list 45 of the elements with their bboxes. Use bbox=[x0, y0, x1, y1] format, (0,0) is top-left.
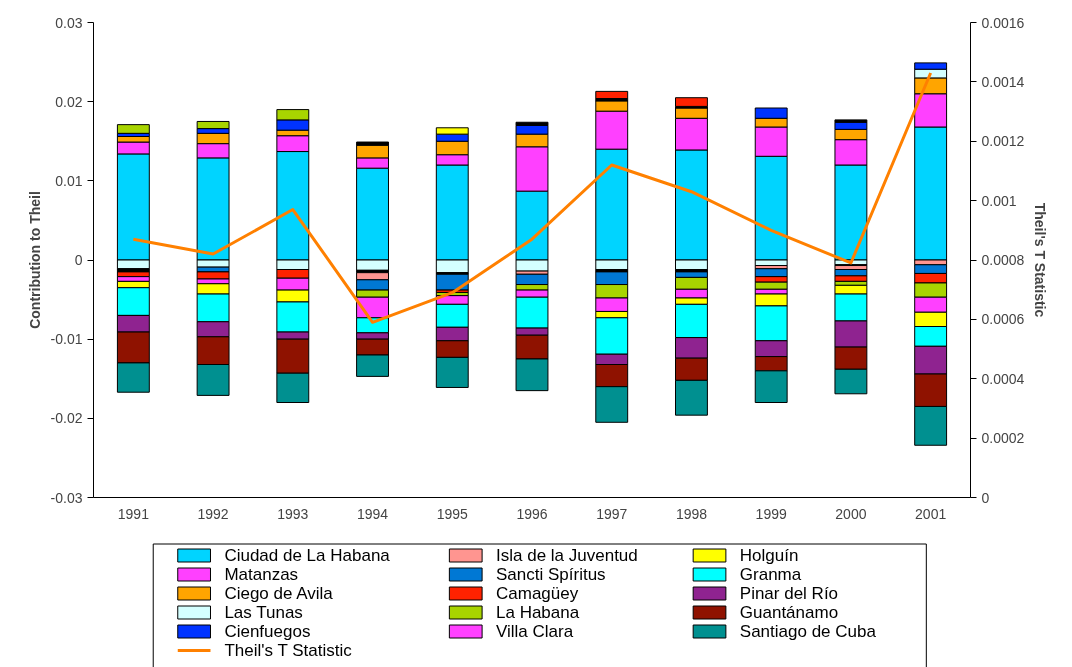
x-tick-label: 2001 bbox=[915, 505, 947, 522]
x-tick-label: 2000 bbox=[835, 505, 867, 522]
y2-tick-label: 0.0004 bbox=[981, 370, 1025, 387]
legend-label: Santiago de Cuba bbox=[739, 622, 877, 641]
x-tick-label: 1996 bbox=[516, 505, 548, 522]
y2-tick-label: 0.001 bbox=[981, 192, 1017, 209]
y-tick-label: 0.02 bbox=[55, 93, 83, 110]
legend-label: Cienfuegos bbox=[224, 622, 311, 641]
legend-label: Las Tunas bbox=[224, 603, 303, 622]
legend-label: Pinar del Río bbox=[739, 584, 839, 603]
x-tick-label: 1998 bbox=[675, 505, 708, 522]
y2-tick-label: 0.0014 bbox=[981, 73, 1025, 90]
legend-label: Matanzas bbox=[224, 565, 299, 584]
legend-label: Sancti Spíritus bbox=[496, 565, 606, 584]
legend-label: Camagüey bbox=[496, 584, 579, 603]
legend-label: Holguín bbox=[739, 546, 799, 565]
y-axis-title: Contribution to Theil bbox=[26, 191, 43, 329]
legend-label: Ciudad de La Habana bbox=[224, 546, 391, 565]
x-tick-label: 1991 bbox=[117, 505, 150, 522]
legend-label: Isla de la Juventud bbox=[496, 546, 638, 565]
y2-tick-label: 0 bbox=[981, 489, 990, 506]
x-tick-label: 1995 bbox=[436, 505, 469, 522]
y-tick-label: 0.03 bbox=[55, 14, 83, 31]
y-tick-label: 0 bbox=[74, 252, 83, 268]
y-tick-label: -0.03 bbox=[50, 489, 83, 506]
y2-tick-label: 0.0006 bbox=[981, 311, 1025, 328]
y2-tick-label: 0.0008 bbox=[981, 252, 1025, 268]
y-tick-label: -0.02 bbox=[50, 410, 83, 427]
x-tick-label: 1999 bbox=[755, 505, 787, 522]
legend-label: Villa Clara bbox=[496, 622, 574, 641]
y2-tick-label: 0.0016 bbox=[981, 14, 1025, 31]
y2-axis-title: Theil's T Statistic bbox=[1032, 202, 1049, 318]
legend-label: La Habana bbox=[496, 603, 580, 622]
y2-tick-label: 0.0012 bbox=[981, 133, 1025, 150]
x-tick-label: 1993 bbox=[277, 505, 309, 522]
legend-label: Ciego de Avila bbox=[224, 584, 334, 603]
x-tick-label: 1997 bbox=[596, 505, 628, 522]
legend-label: Granma bbox=[739, 565, 802, 584]
x-tick-label: 1994 bbox=[356, 505, 389, 522]
y2-tick-label: 0.0002 bbox=[981, 430, 1025, 447]
legend-label: Guantánamo bbox=[739, 603, 839, 622]
legend-label: Theil's T Statistic bbox=[224, 641, 353, 660]
y-tick-label: -0.01 bbox=[50, 331, 83, 348]
y-tick-label: 0.01 bbox=[55, 172, 83, 189]
x-tick-label: 1992 bbox=[197, 505, 229, 522]
